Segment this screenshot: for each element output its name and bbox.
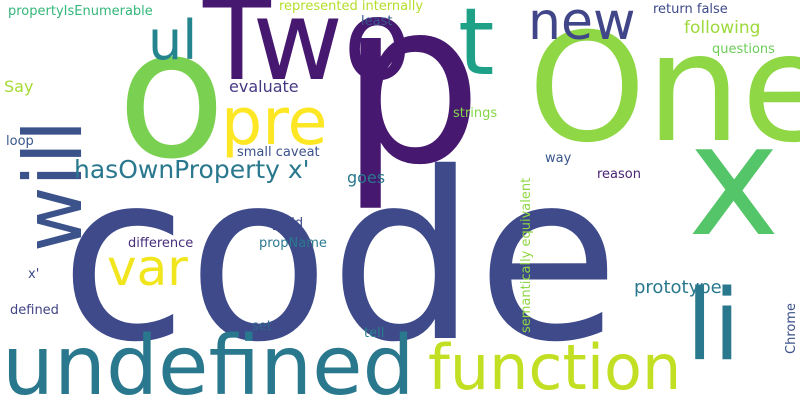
- word-set: set: [252, 319, 272, 334]
- word-ul: ul: [148, 9, 198, 72]
- word-represented-internally: represented internally: [279, 0, 424, 14]
- word-two: Two: [203, 0, 412, 106]
- word-tell: tell: [364, 326, 385, 341]
- word-chrome: Chrome: [784, 303, 799, 354]
- word-reason: reason: [597, 167, 641, 182]
- word-say: Say: [4, 77, 34, 96]
- word-p: p: [340, 0, 483, 215]
- word-yield: yield: [272, 216, 304, 231]
- word-semantically-equivalent: semantically equivalent: [519, 177, 534, 333]
- word-propname: propName: [259, 236, 327, 251]
- word-function: function: [428, 331, 682, 400]
- word-strings: strings: [453, 106, 498, 121]
- word-return-false: return false: [653, 2, 728, 17]
- word-following: following: [684, 18, 761, 38]
- word-propertyisenumerable: propertyIsEnumerable: [8, 4, 153, 19]
- word-undefined: undefined: [2, 319, 415, 400]
- word-one: One: [528, 2, 800, 176]
- word-difference: difference: [128, 236, 194, 251]
- word-x: x: [688, 90, 780, 271]
- word-small-caveat: small caveat: [237, 145, 320, 160]
- word-prototype: prototype: [634, 277, 722, 298]
- word-t: t: [458, 0, 495, 96]
- word-li: li: [686, 269, 741, 383]
- word-questions: questions: [712, 42, 775, 57]
- word-var: var: [107, 239, 188, 297]
- word-new: new: [528, 0, 636, 52]
- word-o: o: [117, 0, 226, 198]
- word-least: least: [361, 14, 393, 29]
- word-goes: goes: [347, 168, 386, 187]
- word-defined: defined: [10, 303, 59, 318]
- word-pre: pre: [221, 85, 328, 160]
- word-evaluate: evaluate: [229, 77, 299, 96]
- word-loop: loop: [6, 134, 34, 149]
- word-hasownproperty: hasOwnProperty x': [74, 155, 310, 184]
- word-code: code: [60, 123, 620, 393]
- word-way: way: [545, 151, 572, 166]
- word-x-prime: x': [28, 267, 40, 282]
